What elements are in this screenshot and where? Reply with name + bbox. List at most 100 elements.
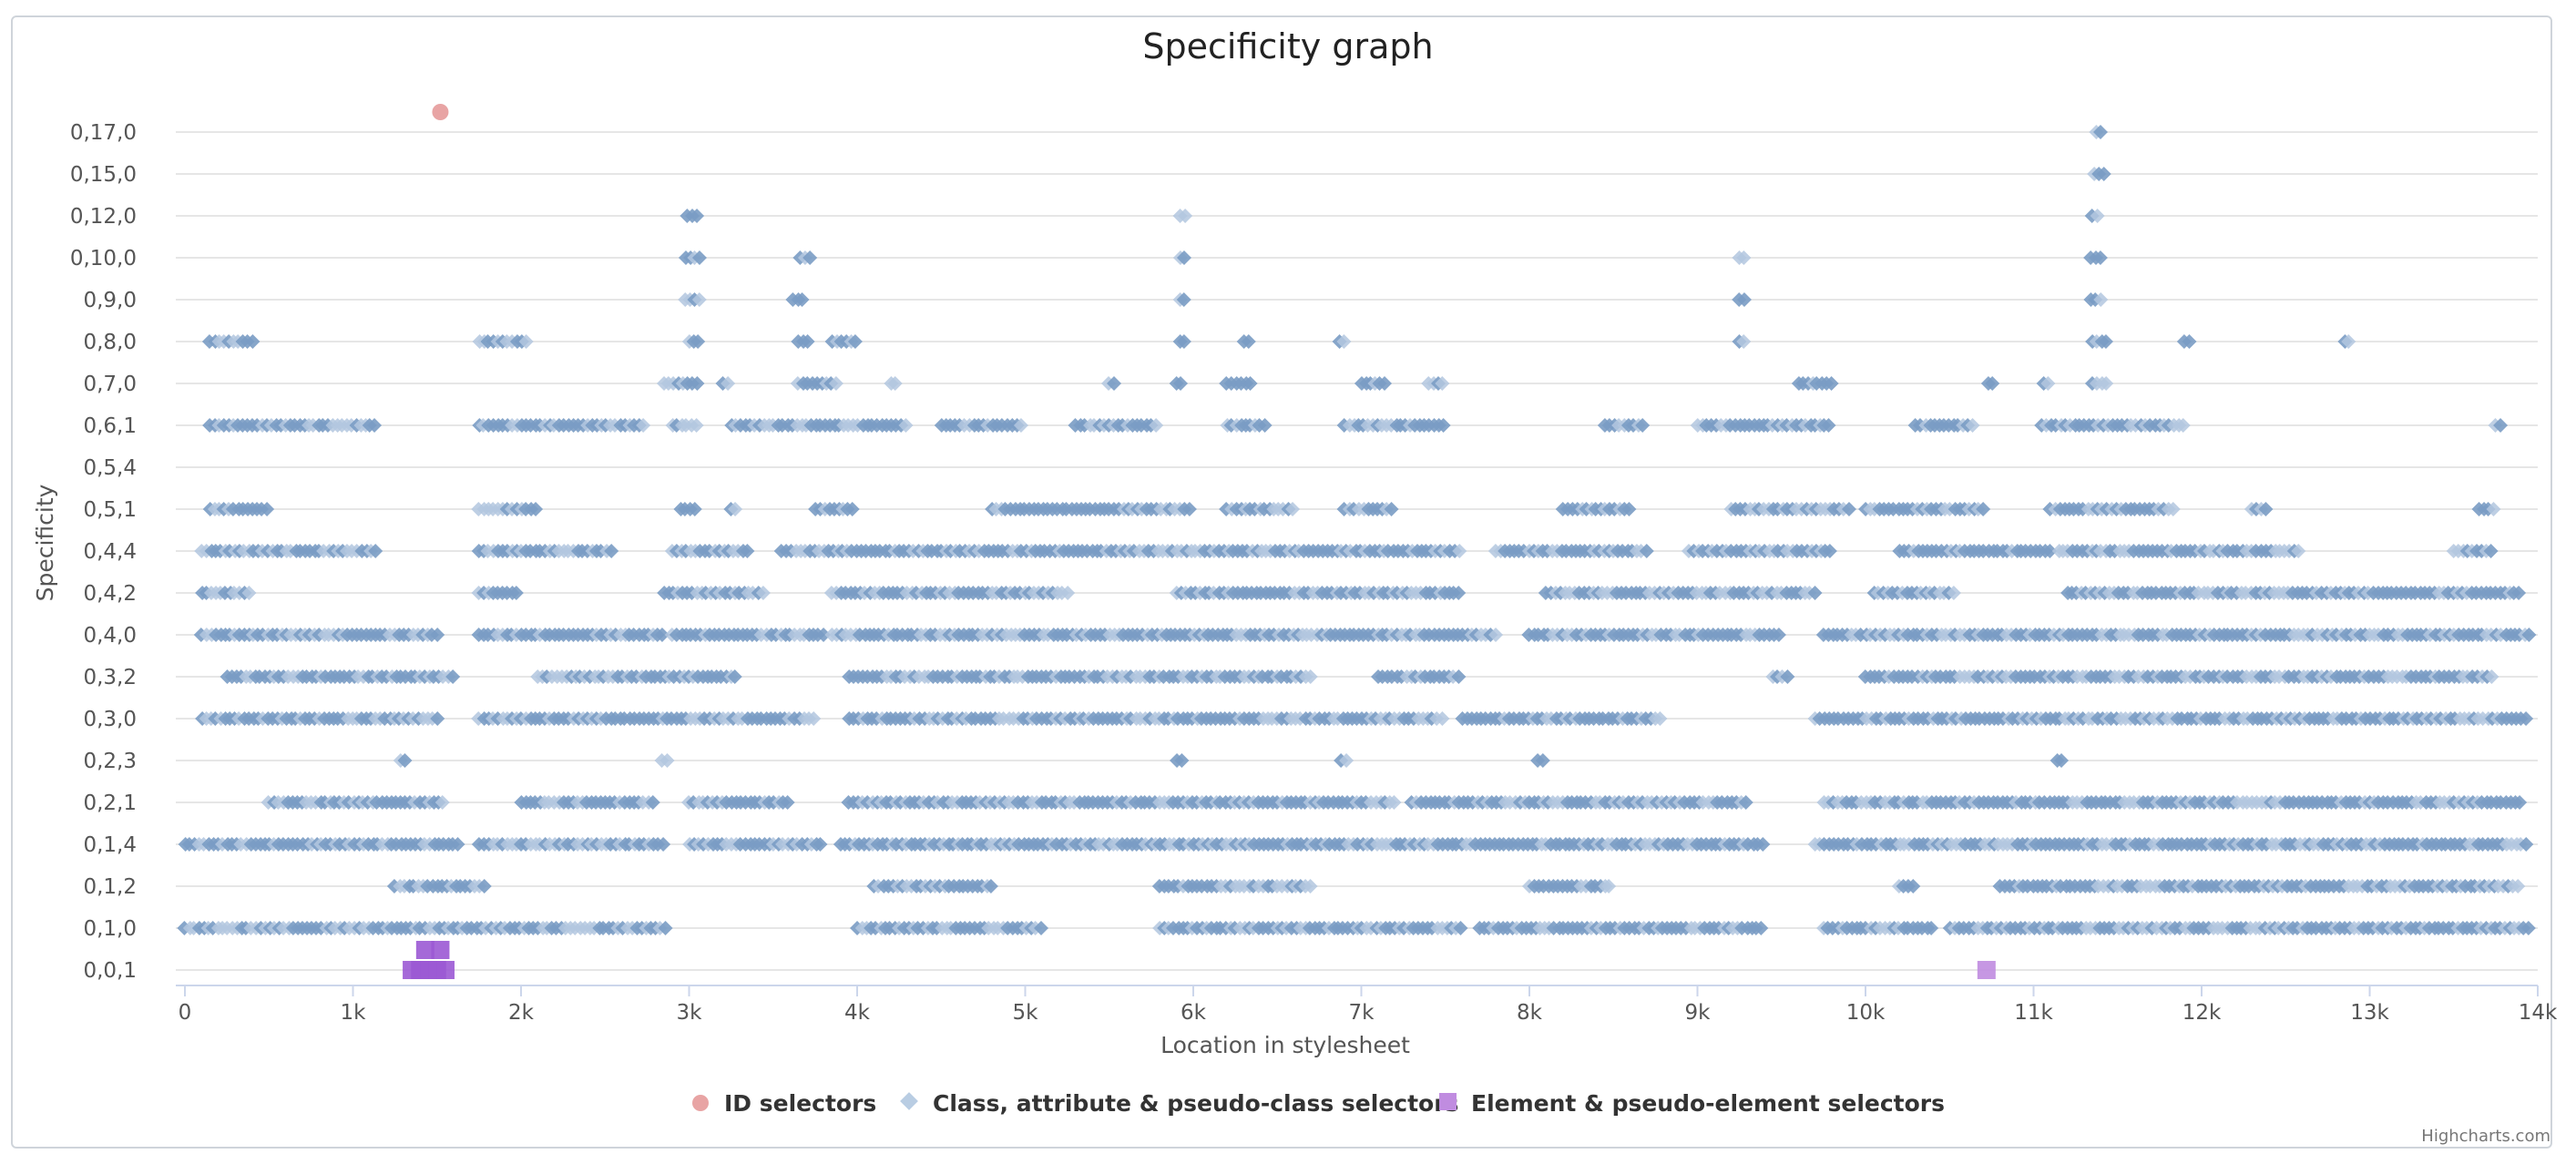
y-tick-label: 0,7,0 xyxy=(83,373,137,396)
class-selector-point xyxy=(983,879,998,893)
class-selector-point xyxy=(755,586,771,600)
class-selector-point xyxy=(654,628,670,642)
class-selector-point xyxy=(1924,921,1939,935)
x-tick-label: 0 xyxy=(179,1001,192,1025)
x-tick-label: 10k xyxy=(1846,1001,1886,1025)
class-selector-point xyxy=(1386,795,1402,810)
y-axis-ticks: 0,0,1 0,1,0 0,1,2 0,1,4 0,2,1 0,2,3 0,3,0 0,3,2… xyxy=(70,121,137,983)
class-selector-point xyxy=(658,921,673,935)
chart-frame xyxy=(11,15,2552,1149)
legend: ID selectors Class, attribute & pseudo-c… xyxy=(692,1090,1945,1117)
y-tick-label: 0,2,3 xyxy=(83,750,137,773)
y-tick-label: 0,2,1 xyxy=(83,791,137,815)
class-selector-point xyxy=(727,669,742,684)
class-selector-point xyxy=(816,628,832,642)
class-selector-point xyxy=(2521,628,2537,642)
x-axis-title: Location in stylesheet xyxy=(1160,1032,1410,1058)
legend-item-id-selectors[interactable]: ID selectors xyxy=(692,1090,876,1117)
class-selector-point xyxy=(1780,669,1795,684)
class-selector-point xyxy=(430,628,445,642)
class-selector-point xyxy=(656,837,671,852)
class-selector-point xyxy=(1033,921,1048,935)
class-selector-point xyxy=(1535,753,1550,768)
y-tick-label: 0,8,0 xyxy=(83,331,137,354)
scatter-points xyxy=(177,104,2537,979)
x-tick-label: 13k xyxy=(2350,1001,2389,1025)
element-selector-point xyxy=(431,941,450,959)
legend-label-element: Element & pseudo-element selectors xyxy=(1471,1090,1945,1117)
class-selector-point xyxy=(2512,795,2528,810)
class-selector-point xyxy=(645,795,660,810)
legend-diamond-icon xyxy=(900,1092,918,1110)
x-tick-label: 1k xyxy=(341,1001,367,1025)
y-tick-label: 0,15,0 xyxy=(70,163,137,187)
x-tick-label: 8k xyxy=(1517,1001,1543,1025)
x-tick-label: 11k xyxy=(2014,1001,2053,1025)
class-selector-point xyxy=(813,837,828,852)
class-selector-point xyxy=(1488,628,1504,642)
y-tick-label: 0,6,1 xyxy=(83,414,137,438)
legend-label-id: ID selectors xyxy=(724,1090,876,1117)
y-tick-label: 0,17,0 xyxy=(70,121,137,145)
y-tick-label: 0,12,0 xyxy=(70,205,137,229)
y-tick-label: 0,3,2 xyxy=(83,666,137,689)
x-tick-label: 2k xyxy=(508,1001,535,1025)
class-selector-point xyxy=(1453,921,1468,935)
y-tick-label: 0,4,2 xyxy=(83,582,137,606)
x-tick-label: 9k xyxy=(1685,1001,1712,1025)
class-selector-point xyxy=(1738,795,1753,810)
class-selector-point xyxy=(397,753,413,768)
element-selector-point xyxy=(435,961,455,979)
legend-square-icon xyxy=(1439,1093,1457,1110)
class-selector-point xyxy=(2520,921,2536,935)
class-selector-point xyxy=(430,711,445,726)
chart-title: Specificity graph xyxy=(1142,26,1433,66)
class-selector-point xyxy=(476,879,492,893)
class-selector-point xyxy=(2054,753,2070,768)
legend-circle-icon xyxy=(692,1095,709,1111)
element-selector-point xyxy=(1977,961,1996,979)
class-selector-point xyxy=(445,669,461,684)
y-tick-label: 0,5,4 xyxy=(83,456,137,480)
y-tick-label: 0,1,2 xyxy=(83,875,137,899)
class-selector-point xyxy=(434,795,450,810)
y-tick-label: 0,3,0 xyxy=(83,708,137,731)
class-selector-point xyxy=(1652,711,1668,726)
legend-label-class: Class, attribute & pseudo-class selector… xyxy=(933,1090,1458,1117)
legend-item-element-selectors[interactable]: Element & pseudo-element selectors xyxy=(1439,1090,1945,1117)
class-selector-point xyxy=(2510,879,2526,893)
x-tick-label: 7k xyxy=(1349,1001,1375,1025)
class-selector-point xyxy=(659,753,675,768)
class-selector-point xyxy=(1451,669,1467,684)
y-tick-label: 0,1,4 xyxy=(83,833,137,857)
class-selector-point xyxy=(1601,879,1617,893)
y-tick-label: 0,1,0 xyxy=(83,917,137,941)
class-selector-point xyxy=(780,795,795,810)
x-tick-label: 6k xyxy=(1181,1001,1207,1025)
x-tick-label: 14k xyxy=(2519,1001,2558,1025)
class-selector-point xyxy=(1339,753,1354,768)
class-selector-point xyxy=(508,586,524,600)
y-tick-label: 0,9,0 xyxy=(83,289,137,312)
class-selector-point xyxy=(1303,879,1318,893)
class-selector-point xyxy=(1753,921,1769,935)
class-selector-point xyxy=(1060,586,1076,600)
x-tick-label: 12k xyxy=(2182,1001,2222,1025)
class-selector-point xyxy=(1755,837,1771,852)
class-selector-point xyxy=(2519,837,2534,852)
class-selector-point xyxy=(1174,753,1190,768)
y-tick-label: 0,4,4 xyxy=(83,540,137,564)
x-tick-label: 4k xyxy=(844,1001,871,1025)
class-selector-point xyxy=(1435,711,1450,726)
class-selector-point xyxy=(806,711,822,726)
class-selector-point xyxy=(1771,628,1786,642)
highcharts-credits[interactable]: Highcharts.com xyxy=(2421,1127,2550,1146)
y-tick-label: 0,10,0 xyxy=(70,247,137,271)
x-tick-label: 3k xyxy=(677,1001,703,1025)
class-selector-point xyxy=(450,837,465,852)
class-selector-point xyxy=(1906,879,1921,893)
legend-item-class-selectors[interactable]: Class, attribute & pseudo-class selector… xyxy=(900,1090,1458,1117)
class-selector-point xyxy=(2484,669,2499,684)
class-selector-point xyxy=(241,586,257,600)
